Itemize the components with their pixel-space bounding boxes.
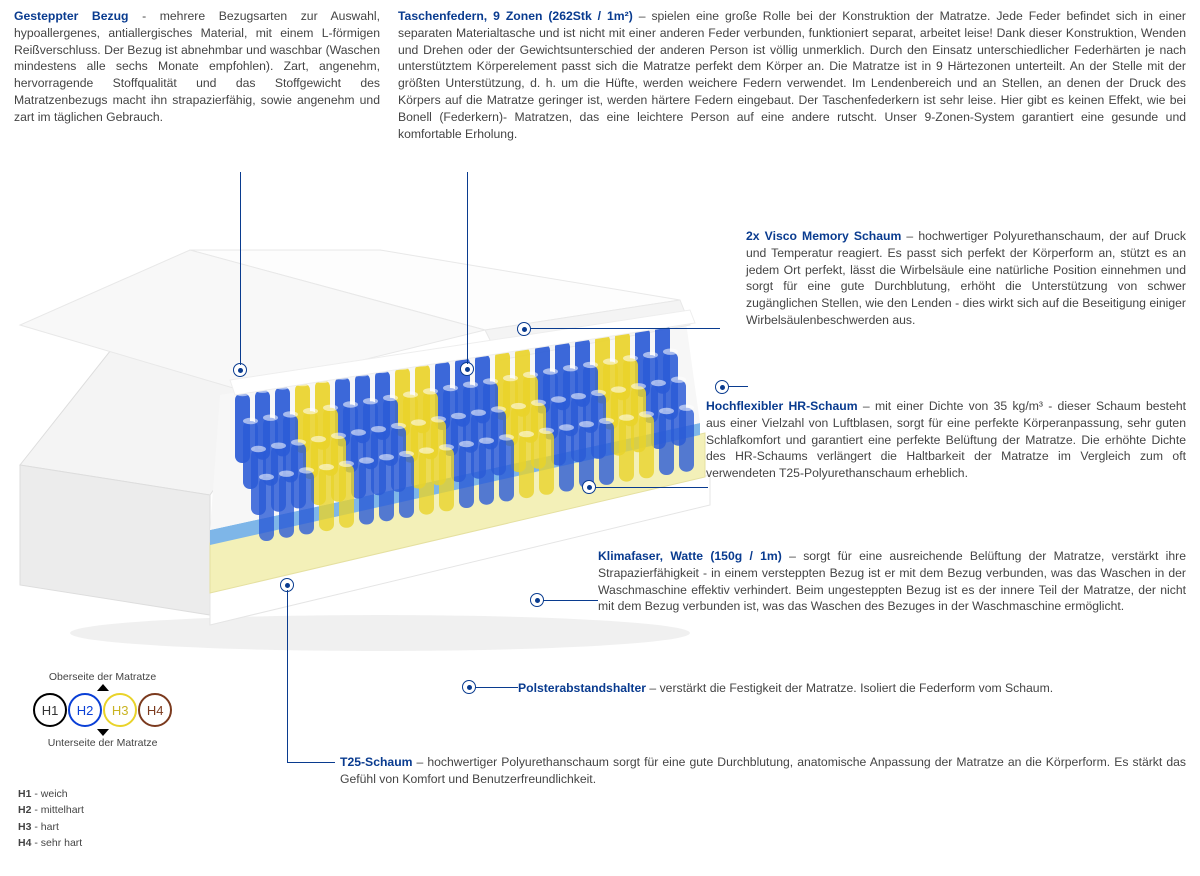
top-text-row: Gesteppter Bezug - mehrere Bezugsarten z… xyxy=(0,0,1200,143)
callout-dot-visco-a xyxy=(517,322,531,336)
sep: – xyxy=(412,755,427,769)
leader-klima xyxy=(543,600,598,601)
hardness-circle-h1: H1 xyxy=(33,693,67,727)
visco-body: hochwertiger Polyurethanschaum, der auf … xyxy=(746,229,1186,327)
sep: – xyxy=(858,399,875,413)
t25-body: hochwertiger Polyurethanschaum sorgt für… xyxy=(340,755,1186,786)
key-row: H2 - mittelhart xyxy=(18,802,84,818)
leader-t25-h xyxy=(287,762,335,763)
sep: - xyxy=(129,9,160,23)
sep: – xyxy=(901,229,918,243)
callout-dot-hr xyxy=(582,480,596,494)
leader-t25-v xyxy=(287,590,288,762)
polster-title: Polsterabstandshalter xyxy=(518,681,646,695)
springs-title: Taschenfedern, 9 Zonen (262Stk / 1m²) xyxy=(398,9,633,23)
t25-title: T25-Schaum xyxy=(340,755,412,769)
polster-body: verstärkt die Festigkeit der Matratze. I… xyxy=(660,681,1054,695)
triangle-down-icon xyxy=(97,729,109,736)
callout-dot-springs xyxy=(460,362,474,376)
key-code: H2 xyxy=(18,804,31,816)
leader-cover xyxy=(240,172,241,365)
hardness-circle-h2: H2 xyxy=(68,693,102,727)
sep: – xyxy=(633,9,652,23)
callout-visco: 2x Visco Memory Schaum – hochwertiger Po… xyxy=(746,228,1186,329)
callout-polster: Polsterabstandshalter – verstärkt die Fe… xyxy=(518,680,1186,697)
hr-title: Hochflexibler HR-Schaum xyxy=(706,399,858,413)
callout-dot-polster xyxy=(462,680,476,694)
legend-bottom-label: Unterseite der Matratze xyxy=(34,736,171,750)
cover-description: Gesteppter Bezug - mehrere Bezugsarten z… xyxy=(14,8,380,143)
key-desc: hart xyxy=(41,821,59,833)
key-row: H3 - hart xyxy=(18,819,84,835)
cover-body: mehrere Bezugsarten zur Auswahl, hypoall… xyxy=(14,9,380,124)
visco-title: 2x Visco Memory Schaum xyxy=(746,229,901,243)
key-code: H3 xyxy=(18,821,31,833)
key-code: H1 xyxy=(18,788,31,800)
key-desc: weich xyxy=(41,788,68,800)
leader-visco-2 xyxy=(728,386,748,387)
key-row: H4 - sehr hart xyxy=(18,835,84,851)
callout-t25: T25-Schaum – hochwertiger Polyurethansch… xyxy=(340,754,1186,788)
key-desc: mittelhart xyxy=(41,804,84,816)
hardness-key: H1 - weich H2 - mittelhart H3 - hart H4 … xyxy=(18,786,84,851)
leader-hr xyxy=(595,487,708,488)
legend-top-label: Oberseite der Matratze xyxy=(34,670,171,684)
key-code: H4 xyxy=(18,837,31,849)
leader-springs xyxy=(467,172,468,364)
cover-title: Gesteppter Bezug xyxy=(14,9,129,23)
sep: – xyxy=(646,681,660,695)
callout-hr: Hochflexibler HR-Schaum – mit einer Dich… xyxy=(706,398,1186,482)
springs-body: spielen eine große Rolle bei der Konstru… xyxy=(398,9,1186,141)
callout-dot-visco-b xyxy=(715,380,729,394)
callout-dot-cover xyxy=(233,363,247,377)
hardness-circle-h3: H3 xyxy=(103,693,137,727)
sep: – xyxy=(782,549,803,563)
hardness-legend: Oberseite der Matratze H1 H2 H3 H4 Unter… xyxy=(34,670,171,751)
leader-visco-1 xyxy=(530,328,720,329)
callout-dot-klima xyxy=(530,593,544,607)
key-desc: sehr hart xyxy=(41,837,82,849)
springs-description: Taschenfedern, 9 Zonen (262Stk / 1m²) – … xyxy=(398,8,1186,143)
klima-title: Klimafaser, Watte (150g / 1m) xyxy=(598,549,782,563)
hardness-circle-h4: H4 xyxy=(138,693,172,727)
triangle-up-icon xyxy=(97,684,109,691)
callout-klima: Klimafaser, Watte (150g / 1m) – sorgt fü… xyxy=(598,548,1186,615)
key-row: H1 - weich xyxy=(18,786,84,802)
leader-polster xyxy=(475,687,518,688)
